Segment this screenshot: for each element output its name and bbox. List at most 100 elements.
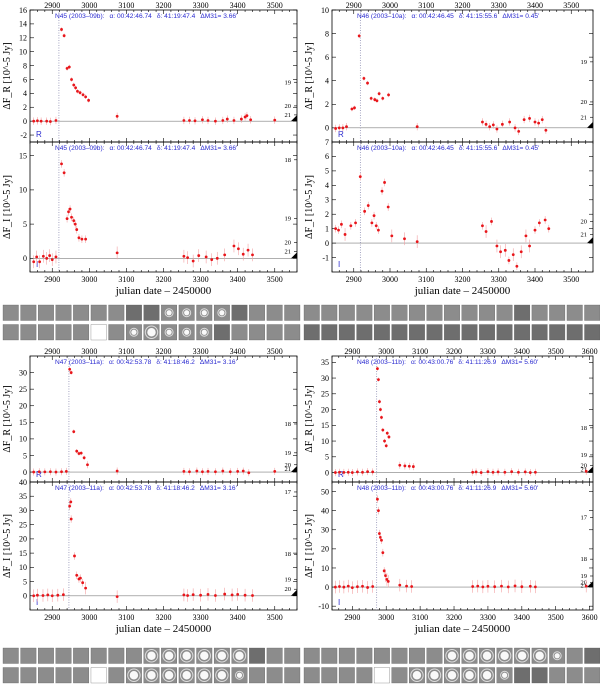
magnitude-label: 21 xyxy=(581,467,588,474)
panel-header-part: α: 00:42:46.74 xyxy=(110,13,153,20)
y-tick-label: 15 xyxy=(19,418,27,427)
stamp-source xyxy=(217,671,227,680)
x-tick-label-top: 3300 xyxy=(193,1,209,10)
data-point xyxy=(54,119,58,122)
y-tick-label: 15 xyxy=(19,151,27,160)
data-point xyxy=(206,592,210,596)
stamp-halo xyxy=(179,649,194,663)
image-stamp xyxy=(55,667,72,684)
image-stamp xyxy=(566,324,583,341)
y-tick-label: 10 xyxy=(19,47,27,56)
data-point xyxy=(374,224,378,228)
data-point xyxy=(379,408,382,411)
data-point xyxy=(490,220,493,223)
x-tick-label: 3200 xyxy=(156,275,172,284)
data-point xyxy=(201,470,204,474)
stamp-halo xyxy=(480,668,494,682)
image-stamp xyxy=(426,304,443,321)
image-stamp xyxy=(531,324,548,341)
stamp-source xyxy=(465,651,474,660)
data-point xyxy=(48,470,52,474)
panel-header-part: ΔM31= 3.16' xyxy=(200,359,237,366)
data-point xyxy=(481,120,484,124)
data-point xyxy=(499,250,502,254)
data-point xyxy=(495,127,499,131)
stamp-halo xyxy=(215,668,229,682)
data-point xyxy=(363,209,367,213)
data-point xyxy=(43,470,47,474)
plot-frame xyxy=(29,9,298,143)
band-label: R xyxy=(338,470,344,479)
stamp-halo xyxy=(144,325,159,339)
image-stamp xyxy=(584,667,600,684)
data-point xyxy=(56,593,60,597)
stamp-source xyxy=(166,310,172,316)
data-point xyxy=(78,91,82,95)
image-stamp xyxy=(55,647,72,664)
data-point xyxy=(513,584,517,588)
y-tick-label: 12 xyxy=(19,34,27,43)
data-point xyxy=(366,586,369,589)
data-point xyxy=(86,463,89,467)
image-stamp xyxy=(321,647,338,664)
data-point xyxy=(533,585,537,589)
image-stamp xyxy=(55,304,72,321)
x-tick-label: 3600 xyxy=(582,613,598,622)
x-tick-label-top: 3400 xyxy=(514,347,530,356)
data-point xyxy=(356,585,359,589)
data-point xyxy=(237,247,240,251)
image-stamp xyxy=(284,304,301,321)
data-point xyxy=(528,471,532,474)
data-point xyxy=(61,593,65,597)
data-point xyxy=(199,593,202,597)
data-point xyxy=(522,118,526,122)
y-tick-label: 10 xyxy=(19,186,27,195)
x-tick-label-top: 3200 xyxy=(156,347,172,356)
panel-header: N48 (2003–11b): α: 00:43:00.76 δ: 41:11:26… xyxy=(357,359,538,366)
image-stamp xyxy=(391,304,408,321)
data-point xyxy=(411,465,415,468)
data-point xyxy=(380,189,384,193)
panel-header-part: α: 00:42:53.78 xyxy=(109,359,152,366)
data-point xyxy=(410,585,414,588)
data-point xyxy=(584,469,588,473)
stamp-source xyxy=(164,651,174,660)
data-point xyxy=(68,504,72,508)
y-axis-label: ΔF_R [10^-5 Jy] xyxy=(304,385,315,452)
data-point xyxy=(471,470,475,474)
data-point xyxy=(369,96,373,100)
data-point xyxy=(70,215,73,219)
image-stamp xyxy=(90,647,107,664)
data-point xyxy=(484,230,488,233)
x-tick-label-top: 2900 xyxy=(346,1,362,10)
panel-header-part: ΔM31= 5.60' xyxy=(501,359,538,366)
stamp-source xyxy=(465,671,474,680)
stamp-source xyxy=(501,672,508,678)
panel-header-part: N47 (2003–11a): xyxy=(55,359,104,366)
data-point xyxy=(75,449,79,453)
image-stamp xyxy=(531,304,548,321)
data-point xyxy=(340,222,343,226)
image-stamp xyxy=(426,324,443,341)
image-stamp xyxy=(38,324,54,341)
panel-header-part: N47 (2003–11a): xyxy=(55,485,104,492)
data-point xyxy=(375,99,379,103)
data-point xyxy=(62,34,66,38)
x-tick-label-top: 3100 xyxy=(412,347,428,356)
image-stamp xyxy=(266,647,283,664)
stamp-halo xyxy=(462,649,477,663)
data-point xyxy=(371,470,375,474)
stamp-halo xyxy=(162,668,176,682)
image-stamp xyxy=(249,647,265,664)
y-tick-label: 10 xyxy=(321,437,329,446)
data-point xyxy=(79,576,82,580)
x-tick-label-top: 3400 xyxy=(230,347,246,356)
data-point xyxy=(182,469,186,473)
data-point xyxy=(378,400,381,404)
data-point xyxy=(334,127,338,130)
data-point xyxy=(354,221,357,225)
image-stamp xyxy=(20,304,37,321)
y-tick-label: 30 xyxy=(321,526,329,535)
y-tick-label: 10 xyxy=(19,435,27,444)
data-point xyxy=(68,207,72,211)
